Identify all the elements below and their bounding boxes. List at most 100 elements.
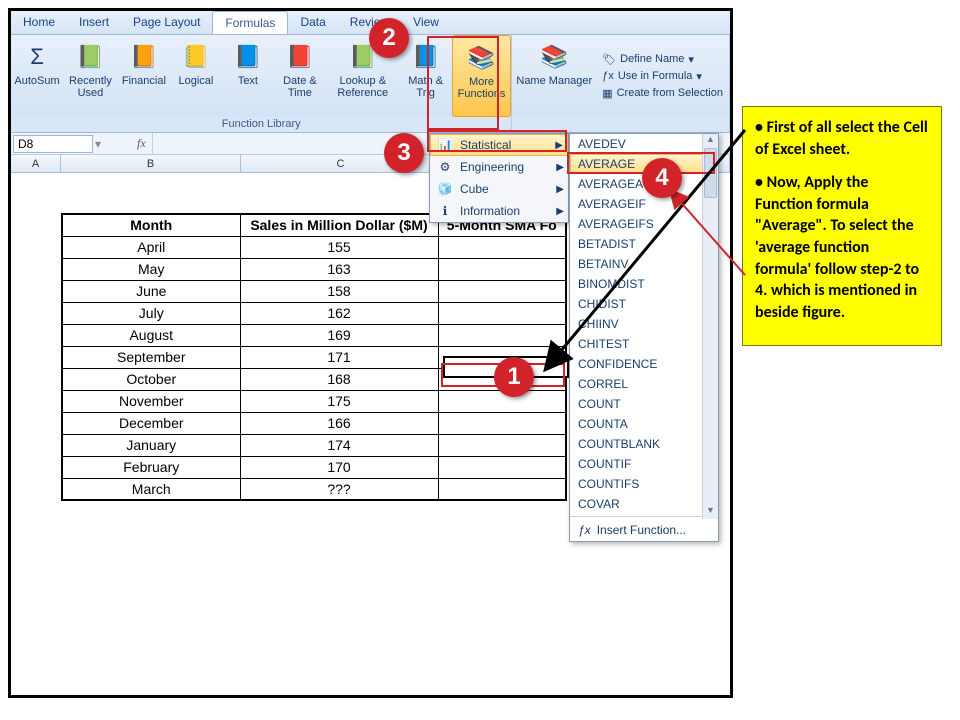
table-cell[interactable]: August — [62, 324, 240, 346]
info-icon: ℹ — [436, 203, 454, 219]
col-b[interactable]: B — [61, 155, 241, 172]
function-averageif[interactable]: AVERAGEIF — [570, 194, 718, 214]
table-cell[interactable] — [438, 236, 566, 258]
datetime-button[interactable]: 📕Date & Time — [274, 35, 326, 117]
function-count[interactable]: COUNT — [570, 394, 718, 414]
name-options: 🏷Define Name ▾ ƒxUse in Formula ▾ ▦Creat… — [596, 35, 729, 117]
table-cell[interactable] — [438, 302, 566, 324]
table-cell[interactable] — [438, 258, 566, 280]
scrollbar[interactable]: ▲ ▼ — [702, 134, 718, 519]
tag-icon: 🏷 — [602, 53, 616, 66]
table-cell[interactable]: June — [62, 280, 240, 302]
table-cell[interactable]: December — [62, 412, 240, 434]
function-correl[interactable]: CORREL — [570, 374, 718, 394]
tab-formulas[interactable]: Formulas — [212, 11, 288, 34]
hdr-sales: Sales in Million Dollar ($M) — [240, 214, 438, 236]
table-cell[interactable] — [438, 434, 566, 456]
table-cell[interactable]: March — [62, 478, 240, 500]
chevron-right-icon: ▶ — [556, 206, 564, 217]
function-chiinv[interactable]: CHIINV — [570, 314, 718, 334]
function-countif[interactable]: COUNTIF — [570, 454, 718, 474]
function-library-label: Function Library — [11, 117, 511, 132]
more-functions-menu: 📊Statistical▶ ⚙Engineering▶ 🧊Cube▶ ℹInfo… — [429, 133, 569, 223]
table-cell[interactable]: November — [62, 390, 240, 412]
chart-icon: 📊 — [436, 137, 454, 153]
function-betadist[interactable]: BETADIST — [570, 234, 718, 254]
statistical-functions-list: AVEDEVAVERAGEAVERAGEAAVERAGEIFAVERAGEIFS… — [569, 133, 719, 542]
menu-cube[interactable]: 🧊Cube▶ — [430, 178, 568, 200]
logical-button[interactable]: 📒Logical — [170, 35, 222, 117]
book-icon: 📒 — [180, 41, 212, 73]
financial-button[interactable]: 📙Financial — [118, 35, 170, 117]
gear-icon: ⚙ — [436, 159, 454, 175]
function-binomdist[interactable]: BINOMDIST — [570, 274, 718, 294]
book-icon: 📗 — [74, 41, 106, 73]
table-cell[interactable]: 171 — [240, 346, 438, 368]
chevron-right-icon: ▶ — [556, 162, 564, 173]
function-covar[interactable]: COVAR — [570, 494, 718, 514]
function-betainv[interactable]: BETAINV — [570, 254, 718, 274]
tab-view[interactable]: View — [401, 11, 451, 34]
text-button[interactable]: 📘Text — [222, 35, 274, 117]
scroll-thumb[interactable] — [704, 148, 717, 198]
table-cell[interactable]: September — [62, 346, 240, 368]
menu-information[interactable]: ℹInformation▶ — [430, 200, 568, 222]
table-cell[interactable]: ??? — [240, 478, 438, 500]
table-cell[interactable] — [438, 456, 566, 478]
table-cell[interactable]: 155 — [240, 236, 438, 258]
function-chitest[interactable]: CHITEST — [570, 334, 718, 354]
table-cell[interactable] — [438, 478, 566, 500]
function-confidence[interactable]: CONFIDENCE — [570, 354, 718, 374]
table-cell[interactable]: 168 — [240, 368, 438, 390]
function-countblank[interactable]: COUNTBLANK — [570, 434, 718, 454]
table-cell[interactable] — [438, 280, 566, 302]
tab-pagelayout[interactable]: Page Layout — [121, 11, 212, 34]
book-icon: 📘 — [232, 41, 264, 73]
badge-3: 3 — [384, 133, 424, 173]
insert-function[interactable]: ƒxInsert Function... — [570, 519, 718, 541]
tab-insert[interactable]: Insert — [67, 11, 121, 34]
name-box[interactable]: D8 — [13, 135, 93, 153]
table-cell[interactable]: October — [62, 368, 240, 390]
table-cell[interactable]: 170 — [240, 456, 438, 478]
function-countifs[interactable]: COUNTIFS — [570, 474, 718, 494]
fx-icon: ƒx — [578, 523, 591, 537]
menu-statistical[interactable]: 📊Statistical▶ — [430, 134, 568, 156]
menu-engineering[interactable]: ⚙Engineering▶ — [430, 156, 568, 178]
table-cell[interactable]: 169 — [240, 324, 438, 346]
name-manager-button[interactable]: 📚Name Manager — [512, 35, 596, 117]
create-from-selection[interactable]: ▦Create from Selection — [602, 87, 723, 100]
fx-icon: ƒx — [602, 70, 614, 82]
tab-home[interactable]: Home — [11, 11, 67, 34]
table-cell[interactable]: January — [62, 434, 240, 456]
function-avedev[interactable]: AVEDEV — [570, 134, 718, 154]
table-cell[interactable]: 166 — [240, 412, 438, 434]
table-cell[interactable]: 163 — [240, 258, 438, 280]
fx-icon[interactable]: fx — [137, 136, 146, 151]
callout-p2: • Now, Apply the Function formula "Avera… — [755, 172, 929, 323]
function-averageifs[interactable]: AVERAGEIFS — [570, 214, 718, 234]
autosum-button[interactable]: ΣAutoSum — [11, 35, 63, 117]
table-cell[interactable]: 158 — [240, 280, 438, 302]
table-cell[interactable]: February — [62, 456, 240, 478]
chevron-right-icon: ▶ — [556, 184, 564, 195]
recently-used-button[interactable]: 📗Recently Used — [63, 35, 118, 117]
function-counta[interactable]: COUNTA — [570, 414, 718, 434]
table-cell[interactable]: 174 — [240, 434, 438, 456]
col-a[interactable]: A — [11, 155, 61, 172]
tab-data[interactable]: Data — [288, 11, 337, 34]
table-cell[interactable]: May — [62, 258, 240, 280]
book-icon: 📙 — [128, 41, 160, 73]
book-icon: 📕 — [284, 41, 316, 73]
math-button[interactable]: 📘Math & Trig — [400, 35, 452, 117]
use-in-formula[interactable]: ƒxUse in Formula ▾ — [602, 70, 723, 83]
table-cell[interactable] — [438, 412, 566, 434]
function-chidist[interactable]: CHIDIST — [570, 294, 718, 314]
table-cell[interactable]: 162 — [240, 302, 438, 324]
table-cell[interactable]: July — [62, 302, 240, 324]
table-cell[interactable]: 175 — [240, 390, 438, 412]
table-cell[interactable]: April — [62, 236, 240, 258]
table-cell[interactable] — [438, 324, 566, 346]
more-functions-button[interactable]: 📚More Functions — [452, 35, 512, 117]
define-name[interactable]: 🏷Define Name ▾ — [602, 53, 723, 66]
